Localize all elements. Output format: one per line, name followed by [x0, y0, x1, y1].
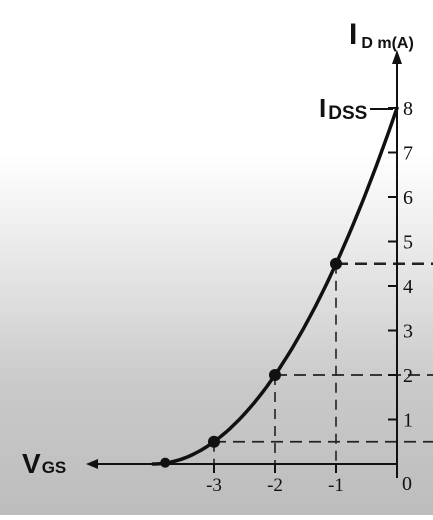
- y-tick-label-3: 3: [403, 321, 413, 343]
- y-tick-label-5: 5: [403, 232, 413, 254]
- axes: [86, 50, 402, 478]
- dashed-guides: [213, 262, 433, 468]
- data-point-1: [160, 457, 171, 468]
- data-point-2: [208, 435, 220, 448]
- x-axis-arrow: [86, 459, 98, 469]
- x-tick-label-3: -3: [206, 475, 222, 496]
- y-tick-label-1: 1: [403, 410, 413, 432]
- y-tick-label-6: 6: [403, 187, 413, 209]
- x-axis-label: VGS: [22, 448, 66, 479]
- idss-label-sub: DSS: [328, 103, 367, 124]
- idss-label: I DSS: [319, 93, 367, 124]
- x-tick-label-1: -1: [328, 475, 344, 496]
- y-axis-arrow: [392, 50, 402, 64]
- ticks: 1 2 3 4 5 6 7 8 -3 -2 -1: [206, 98, 413, 496]
- x-axis-label-sub: GS: [42, 458, 67, 477]
- y-tick-label-7: 7: [403, 143, 413, 165]
- data-point-3: [269, 369, 281, 381]
- data-point-4: [330, 257, 342, 270]
- marked-points: [160, 257, 342, 468]
- y-tick-label-4: 4: [403, 276, 413, 298]
- x-tick-label-2: -2: [267, 475, 283, 496]
- y-axis-label-main: I: [349, 18, 357, 51]
- origin-label: 0: [402, 473, 412, 495]
- y-tick-label-8: 8: [403, 98, 413, 120]
- y-tick-label-2: 2: [403, 365, 413, 387]
- x-axis-label-main: V: [22, 448, 41, 479]
- y-axis-label-sub: D m(A): [361, 35, 413, 52]
- idss-label-main: I: [319, 93, 326, 123]
